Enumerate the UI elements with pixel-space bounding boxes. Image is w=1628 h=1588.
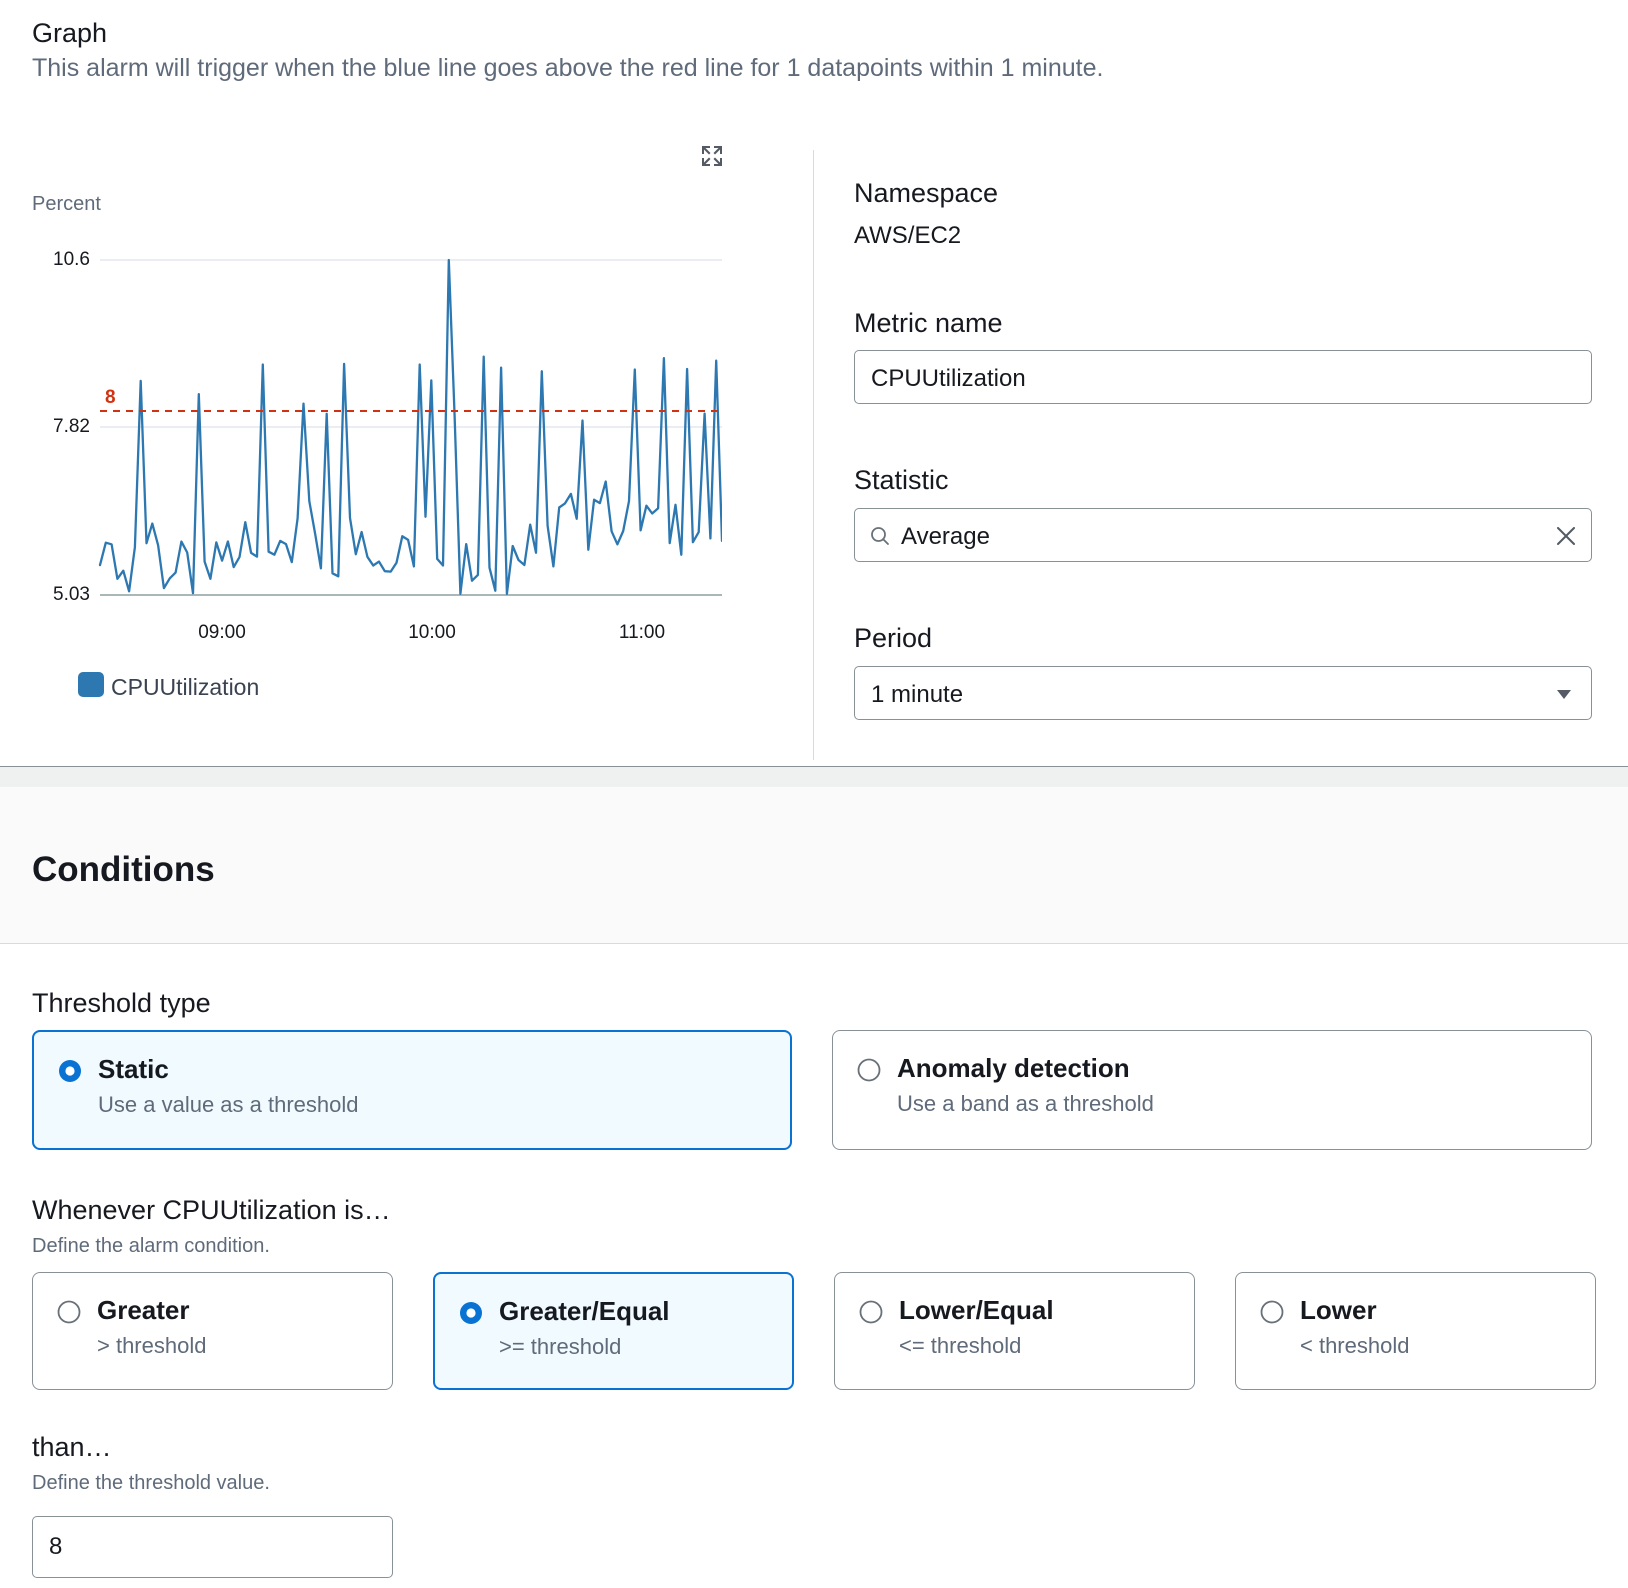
svg-text:11:00: 11:00 <box>619 622 665 643</box>
svg-text:10.6: 10.6 <box>53 250 90 270</box>
svg-text:10:00: 10:00 <box>408 622 456 643</box>
svg-text:8: 8 <box>105 387 116 408</box>
svg-text:5.03: 5.03 <box>53 584 90 605</box>
svg-text:09:00: 09:00 <box>198 622 246 643</box>
svg-text:7.82: 7.82 <box>53 416 90 437</box>
